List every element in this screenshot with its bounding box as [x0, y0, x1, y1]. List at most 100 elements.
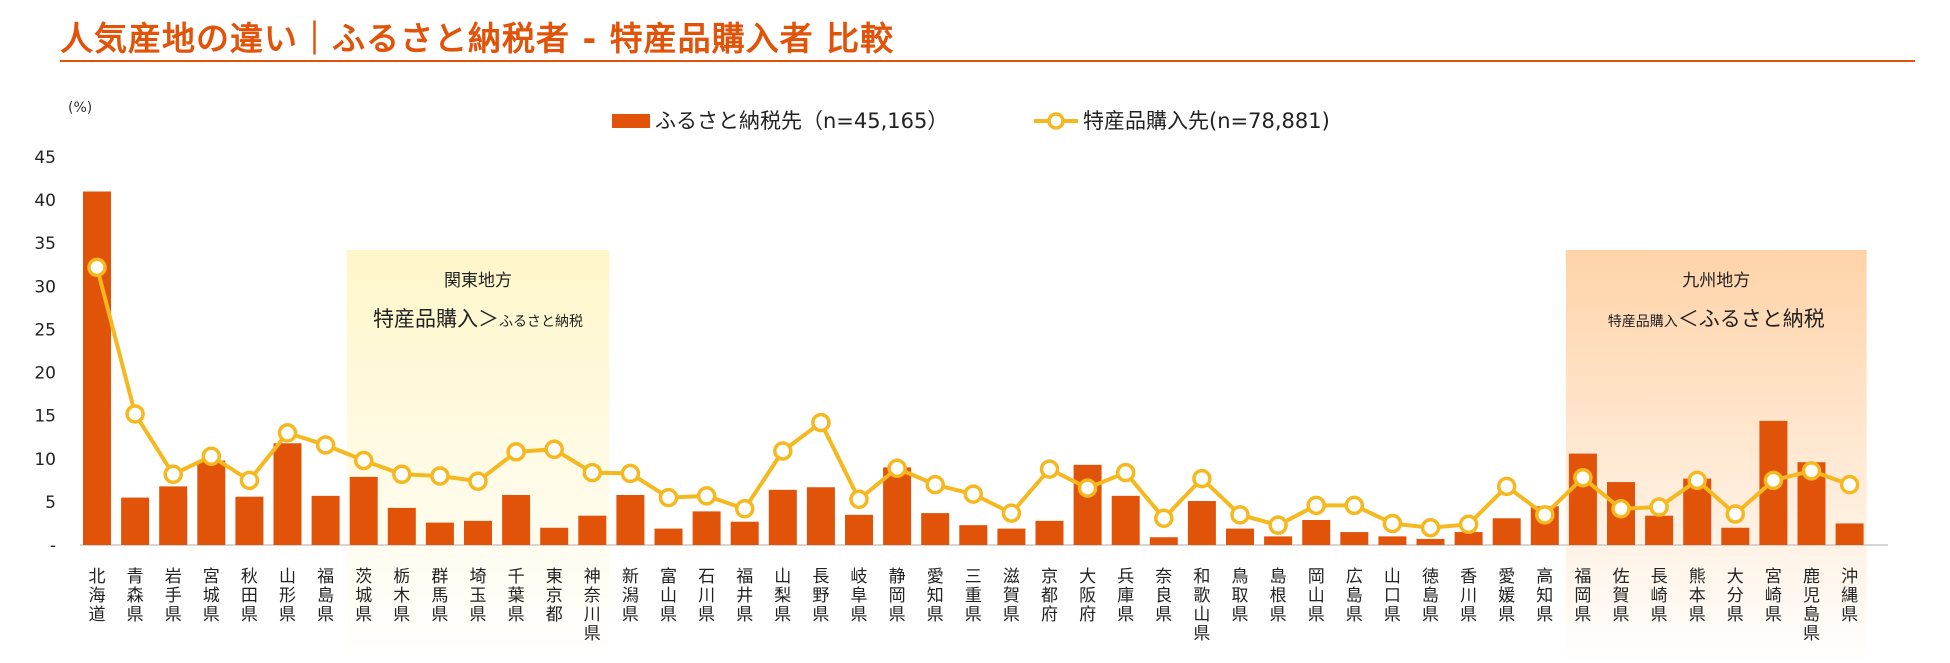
- bar-furusato-31: [1264, 536, 1293, 545]
- point-specialty-12: [544, 439, 564, 460]
- x-tick-label: 石川県: [698, 567, 715, 625]
- x-tick-char: 兵: [1117, 567, 1134, 587]
- point-specialty-2: [163, 464, 183, 485]
- point-specialty-10: [468, 471, 488, 491]
- x-tick-char: 県: [1803, 624, 1820, 644]
- x-tick-char: 県: [355, 605, 372, 625]
- x-tick-char: 愛: [1498, 567, 1515, 587]
- y-tick-label: 15: [34, 407, 56, 427]
- x-tick-char: 県: [1765, 605, 1782, 625]
- point-specialty-1: [125, 404, 145, 424]
- x-tick-char: 重: [965, 586, 982, 606]
- region-note-part: 特産品購入: [373, 307, 478, 331]
- x-tick-char: 県: [660, 605, 677, 625]
- region-note-part: ＜: [1678, 307, 1699, 331]
- bar-furusato-16: [692, 511, 721, 545]
- x-tick-char: 崎: [1651, 586, 1668, 606]
- point-specialty-5: [277, 423, 298, 443]
- bar-furusato-13: [578, 515, 607, 545]
- x-tick-char: 県: [165, 605, 182, 625]
- x-tick-char: 大: [1079, 567, 1096, 587]
- x-tick-char: 県: [317, 605, 334, 625]
- bar-furusato-28: [1149, 537, 1178, 545]
- x-tick-char: 葉: [508, 586, 525, 606]
- x-tick-char: 県: [965, 605, 982, 625]
- region-note-part: ふるさと納税: [1699, 307, 1825, 331]
- x-tick-label: 岐阜県: [851, 567, 868, 625]
- x-tick-label: 奈良県: [1155, 567, 1172, 625]
- x-tick-char: 県: [1613, 605, 1630, 625]
- y-tick-label: 40: [34, 191, 56, 211]
- x-tick-char: 玉: [470, 586, 487, 606]
- bar-furusato-35: [1416, 538, 1445, 545]
- y-tick-label: -: [50, 536, 56, 556]
- x-tick-char: 山: [1193, 605, 1210, 625]
- point-specialty-4: [239, 470, 260, 491]
- x-tick-label: 福島県: [317, 567, 334, 625]
- x-tick-char: 香: [1460, 567, 1477, 587]
- x-tick-char: 知: [927, 586, 944, 606]
- point-specialty-30: [1230, 505, 1250, 525]
- x-tick-char: 山: [1384, 567, 1401, 587]
- x-tick-char: 海: [89, 586, 106, 606]
- x-tick-char: 山: [774, 567, 791, 587]
- x-tick-label: 香川県: [1460, 567, 1477, 625]
- x-tick-char: 青: [127, 567, 144, 587]
- x-tick-char: 形: [279, 586, 296, 606]
- bar-furusato-1: [121, 497, 150, 545]
- x-tick-char: 潟: [622, 586, 639, 606]
- x-tick-char: 県: [1727, 605, 1744, 625]
- x-tick-label: 熊本県: [1689, 567, 1706, 625]
- bar-furusato-43: [1721, 527, 1750, 545]
- x-tick-char: 千: [508, 567, 525, 587]
- x-tick-char: 新: [622, 567, 639, 587]
- point-specialty-18: [773, 441, 793, 461]
- x-tick-char: 崎: [1765, 586, 1782, 606]
- x-tick-label: 福岡県: [1574, 567, 1591, 625]
- x-tick-char: 県: [431, 605, 448, 625]
- title-underline: [60, 60, 1915, 62]
- point-specialty-31: [1268, 515, 1288, 535]
- bar-furusato-8: [387, 507, 416, 545]
- x-tick-char: 長: [812, 567, 829, 587]
- bar-furusato-24: [997, 528, 1026, 545]
- x-tick-char: 歌: [1193, 586, 1210, 606]
- region-title: 九州地方: [1682, 271, 1750, 291]
- x-tick-label: 徳島県: [1422, 567, 1439, 625]
- x-tick-char: 県: [1422, 605, 1439, 625]
- y-axis-unit: (%): [68, 100, 92, 116]
- bar-furusato-41: [1645, 515, 1674, 545]
- bar-furusato-19: [806, 487, 835, 545]
- point-specialty-17: [734, 499, 755, 519]
- x-tick-char: 富: [660, 567, 677, 587]
- x-tick-label: 山形県: [279, 567, 296, 625]
- x-tick-label: 岩手県: [165, 567, 182, 625]
- point-specialty-3: [201, 446, 222, 466]
- point-specialty-43: [1725, 504, 1746, 524]
- point-specialty-28: [1154, 508, 1174, 529]
- point-specialty-21: [887, 458, 907, 479]
- x-tick-char: 岡: [889, 586, 906, 606]
- x-tick-char: 城: [203, 586, 220, 606]
- x-tick-label: 神奈川県: [584, 567, 601, 644]
- point-specialty-20: [849, 489, 869, 510]
- y-tick-label: 10: [34, 450, 56, 470]
- x-tick-label: 岡山県: [1308, 567, 1325, 625]
- x-tick-char: 県: [127, 605, 144, 625]
- x-tick-label: 山口県: [1384, 567, 1401, 625]
- x-tick-char: 県: [736, 605, 753, 625]
- x-tick-label: 長崎県: [1651, 567, 1668, 625]
- x-tick-label: 島根県: [1270, 567, 1287, 625]
- x-tick-char: 岐: [851, 567, 868, 587]
- x-tick-char: 都: [1041, 586, 1058, 606]
- x-tick-char: 福: [1574, 567, 1591, 587]
- x-tick-char: 府: [1079, 605, 1096, 625]
- point-specialty-45: [1801, 461, 1822, 481]
- point-specialty-13: [582, 462, 603, 483]
- point-specialty-16: [696, 486, 717, 506]
- y-tick-label: 35: [34, 234, 56, 254]
- bar-furusato-17: [730, 521, 759, 545]
- x-tick-char: 熊: [1689, 567, 1706, 587]
- x-tick-char: 島: [1346, 586, 1363, 606]
- bar-furusato-10: [464, 520, 492, 545]
